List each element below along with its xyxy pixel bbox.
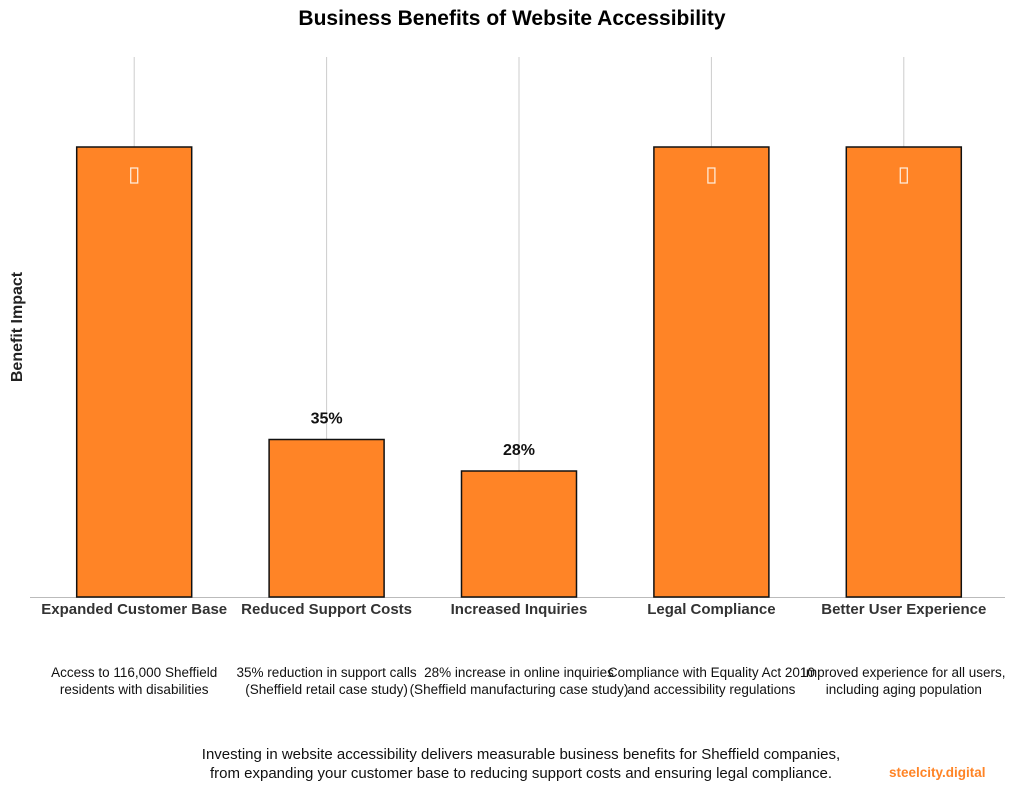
footer-text: Investing in website accessibility deliv… bbox=[0, 745, 1024, 783]
bar[interactable] bbox=[268, 438, 385, 598]
bar[interactable] bbox=[845, 146, 963, 598]
chart-title: Business Benefits of Website Accessibili… bbox=[298, 7, 726, 30]
description-line: Improved experience for all users, bbox=[802, 665, 1006, 680]
footer-line-2: from expanding your customer base to red… bbox=[209, 765, 833, 782]
description-line: and accessibility regulations bbox=[627, 682, 796, 697]
category-description: Compliance with Equality Act 2010 and acc… bbox=[608, 664, 815, 698]
x-tick-label: Expanded Customer Base bbox=[41, 601, 228, 618]
x-tick-label: Legal Compliance bbox=[647, 601, 776, 618]
bar[interactable] bbox=[460, 470, 578, 598]
category-description: Improved experience for all users, includ… bbox=[802, 664, 1005, 698]
description-line: including aging population bbox=[825, 682, 982, 697]
description-line: 35% reduction in support calls bbox=[236, 665, 417, 680]
x-tick-label: Increased Inquiries bbox=[450, 601, 588, 618]
footer-line-1: Investing in website accessibility deliv… bbox=[201, 746, 841, 763]
description-line: Compliance with Equality Act 2010 bbox=[607, 665, 815, 680]
missing-glyph-icon bbox=[130, 167, 139, 184]
bar[interactable] bbox=[75, 146, 193, 598]
category-description: Access to 116,000 Sheffield residents wit… bbox=[51, 664, 217, 698]
description-line: (Sheffield retail case study) bbox=[245, 682, 408, 697]
x-tick-label: Better User Experience bbox=[821, 601, 987, 618]
data-label: 35% bbox=[311, 411, 343, 428]
data-label: 28% bbox=[503, 442, 535, 459]
missing-glyph-icon bbox=[707, 167, 716, 184]
description-line: (Sheffield manufacturing case study) bbox=[409, 682, 629, 697]
x-tick-label: Reduced Support Costs bbox=[241, 601, 413, 618]
description-line: residents with disabilities bbox=[59, 682, 209, 697]
brand-logo[interactable]: steelcity.digital bbox=[889, 765, 986, 780]
missing-glyph-icon bbox=[899, 167, 908, 184]
description-line: Access to 116,000 Sheffield bbox=[51, 665, 218, 680]
category-description: 28% increase in online inquiries (Sheffie… bbox=[410, 664, 629, 698]
description-line: 28% increase in online inquiries bbox=[424, 665, 614, 680]
bar[interactable] bbox=[653, 146, 770, 598]
category-description: 35% reduction in support calls (Sheffield… bbox=[237, 664, 417, 698]
